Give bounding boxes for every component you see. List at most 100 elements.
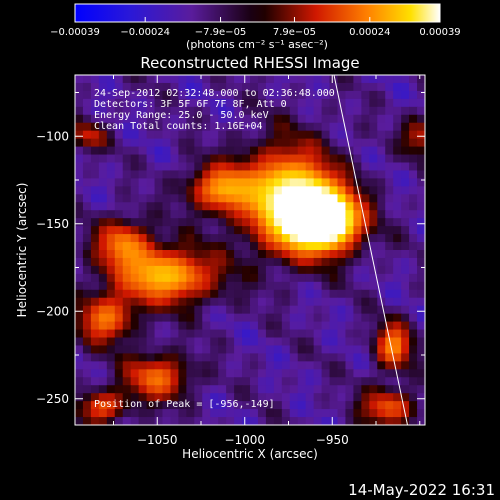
heatmap-cell [122,90,132,100]
heatmap-cell [242,313,251,323]
heatmap-cell [130,289,140,299]
heatmap-cell [114,98,124,108]
heatmap-cell [90,409,100,418]
heatmap-cell [186,75,195,84]
heatmap-cell [242,361,251,370]
heatmap-cell [337,90,347,100]
heatmap-cell [361,178,370,187]
heatmap-cell [385,154,394,164]
heatmap-cell [106,130,116,140]
heatmap-cell [114,337,124,347]
heatmap-cell [337,146,347,156]
heatmap-cell [178,401,187,410]
heatmap-cell [170,162,179,172]
heatmap-cell [82,210,92,219]
heatmap-cell [265,186,275,195]
heatmap-cell [114,234,124,243]
heatmap-cell [313,369,323,378]
heatmap-cell [226,106,235,116]
heatmap-cell [90,321,100,331]
heatmap-cell [257,210,267,219]
heatmap-cell [154,170,164,179]
heatmap-cell [178,226,187,235]
heatmap-cell [106,194,116,203]
heatmap-cell [273,138,283,148]
heatmap-cell [226,265,235,275]
heatmap-cell [106,170,116,179]
heatmap-cell [409,210,418,219]
heatmap-cell [273,321,283,331]
heatmap-cell [82,329,92,339]
heatmap-cell [297,297,307,307]
heatmap-cell [194,369,203,378]
heatmap-cell [401,305,410,315]
heatmap-cell [242,170,251,179]
heatmap-cell [353,210,362,219]
heatmap-cell [242,130,251,140]
heatmap-cell [265,242,275,251]
heatmap-cell [257,401,267,410]
heatmap-cell [210,281,219,291]
heatmap-cell [242,154,251,164]
heatmap-cell [210,417,219,425]
heatmap-cell [305,250,315,259]
heatmap-cell [114,305,124,315]
heatmap-cell [377,281,386,291]
heatmap-cell [273,265,283,275]
heatmap-cell [178,281,187,291]
annotation-time-range: 24-Sep-2012 02:32:48.000 to 02:36:48.000 [94,88,335,99]
heatmap-cell [170,218,179,227]
heatmap-cell [369,90,378,100]
heatmap-cell [257,234,267,243]
heatmap-cell [377,242,386,251]
heatmap-cell [417,75,425,84]
heatmap-cell [250,162,259,172]
heatmap-cell [353,218,362,227]
heatmap-cell [226,305,235,315]
heatmap-cell [257,242,267,251]
heatmap-cell [122,345,132,354]
heatmap-cell [162,138,172,148]
heatmap-cell [409,90,418,100]
heatmap-cell [162,194,172,203]
heatmap-cell [170,353,179,362]
heatmap-cell [337,329,347,339]
heatmap-cell [417,178,425,187]
heatmap-cell [234,337,243,347]
heatmap-cell [337,242,347,251]
heatmap-cell [353,242,362,251]
heatmap-cell [186,273,195,283]
heatmap-cell [82,369,92,378]
heatmap-cell [154,250,164,259]
heatmap-cell [194,82,203,92]
heatmap-cell [234,393,243,402]
heatmap-cell [202,329,211,339]
heatmap-cell [114,385,124,394]
heatmap-cell [257,114,267,124]
heatmap-cell [90,178,100,187]
heatmap-cell [377,234,386,243]
heatmap-cell [257,417,267,425]
heatmap-cell [170,242,179,251]
heatmap-cell [281,154,291,164]
heatmap-cell [409,369,418,378]
heatmap-cell [210,106,219,116]
heatmap-cell [162,329,172,339]
heatmap-cell [329,377,339,386]
heatmap-cell [313,250,323,259]
heatmap-cell [210,393,219,402]
heatmap-cell [202,401,211,410]
heatmap-cell [82,297,92,307]
heatmap-cell [122,114,132,124]
heatmap-cell [361,361,370,370]
heatmap-cell [409,154,418,164]
heatmap-cell [265,369,275,378]
heatmap-cell [377,75,386,84]
heatmap-cell [297,202,307,211]
heatmap-cell [242,401,251,410]
heatmap-cell [297,401,307,410]
heatmap-cell [313,417,323,425]
heatmap-cell [242,305,251,315]
heatmap-cell [114,162,124,172]
heatmap-cell [186,313,195,323]
